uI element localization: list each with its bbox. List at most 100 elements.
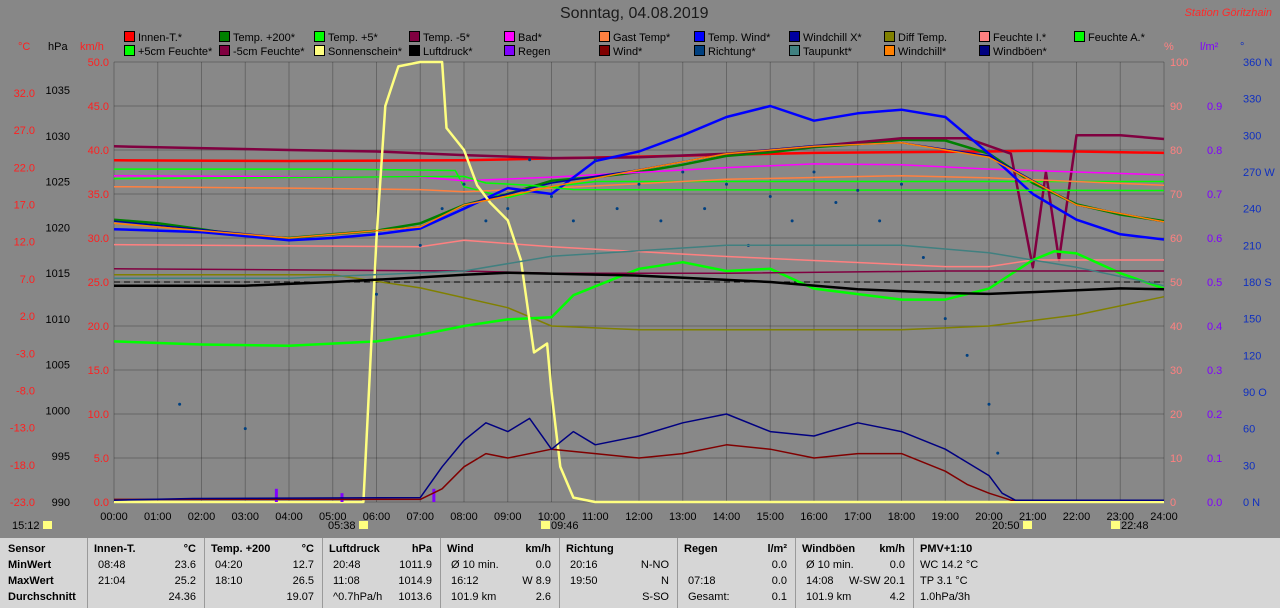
x-tick-label: 18:00 — [888, 511, 916, 523]
legend-swatch — [599, 31, 610, 42]
series-richtung-point — [878, 219, 882, 223]
x-tick-label: 01:00 — [144, 511, 172, 523]
y-tick-temp: -13.0 — [10, 423, 35, 435]
series-richtung-point — [965, 353, 969, 357]
stats-time: 08:48 — [98, 559, 126, 571]
x-tick-label: 04:00 — [275, 511, 303, 523]
stats-value: TP 3.1 °C — [920, 575, 968, 587]
y-tick-pressure: 1030 — [46, 131, 70, 143]
series-richtung-point — [659, 219, 663, 223]
y-tick-speed: 0.0 — [94, 497, 109, 509]
stats-unit: °C — [183, 543, 196, 555]
stats-value: 0.0 — [889, 559, 905, 571]
x-tick-label: 14:00 — [713, 511, 741, 523]
series-windchill-line — [113, 141, 1165, 239]
x-tick-label: 17:00 — [844, 511, 872, 523]
legend-label: Gast Temp* — [613, 32, 671, 44]
station-name: Station Göritzhain — [1184, 7, 1272, 19]
stats-header: Regen — [684, 543, 718, 555]
legend-item: Temp. -5* — [409, 31, 470, 44]
legend-swatch — [789, 45, 800, 56]
y-tick-rain: 0.0 — [1207, 497, 1222, 509]
stats-value: S-SO — [642, 591, 669, 603]
y-tick-direction: 60 — [1243, 424, 1255, 436]
y-tick-direction: 240 — [1243, 204, 1261, 216]
stats-value: 24.36 — [168, 591, 196, 603]
y-tick-temp: -18.0 — [10, 460, 35, 472]
stats-wind: Wind km/h Ø 10 min. 0.0 16:12 W 8.9 101.9 km 2.… — [441, 538, 560, 608]
legend-label: Temp. -5* — [423, 32, 471, 44]
y-tick-speed: 40.0 — [88, 145, 109, 157]
stats-header: Luftdruck — [329, 543, 380, 555]
stats-time: 16:12 — [451, 575, 479, 587]
y-tick-percent: 20 — [1170, 409, 1182, 421]
legend-label: Windchill* — [898, 46, 947, 58]
y-tick-temp: 32.0 — [14, 88, 35, 100]
sunrise-icon — [357, 520, 369, 530]
series-5cm-feuchte-line — [113, 249, 1165, 348]
stats-time: 101.9 km — [451, 591, 497, 603]
legend-label: Diff Temp. — [898, 32, 948, 44]
stats-time: 19:50 — [570, 575, 598, 587]
moonset-icon — [1110, 520, 1121, 530]
x-tick-label: 03:00 — [231, 511, 259, 523]
series-richtung-point — [571, 219, 575, 223]
legend-swatch — [409, 31, 420, 42]
series-temp-wind-line — [113, 104, 1165, 242]
series-5cm-feuchte-line — [113, 268, 1164, 274]
stats-innen: Innen-T. °C 08:48 23.6 21:04 25.2 24.36 — [88, 538, 205, 608]
y-tick-speed: 15.0 — [88, 365, 109, 377]
series-richtung-point — [921, 256, 925, 260]
series-luftdruck-line — [114, 271, 1165, 296]
stats-direction: Richtung 20:16 N-NO 19:50 N S-SO — [560, 538, 678, 608]
x-tick-label: 05:00 — [319, 511, 347, 523]
x-tick-label: 22:00 — [1063, 511, 1091, 523]
legend-label: Temp. +5* — [328, 32, 378, 44]
stats-header: Temp. +200 — [211, 543, 271, 555]
x-tick-label: 19:00 — [931, 511, 959, 523]
stats-time: 101.9 km — [806, 591, 852, 603]
weather-chart: 00:00 01:00 02:00 03:00 04:00 05:00 06:00 07:00… — [10, 57, 1275, 523]
legend-swatch — [884, 45, 895, 56]
stats-header: Wind — [447, 543, 474, 555]
stats-gust: Windböen km/h Ø 10 min. 0.0 14:08 W-SW 20.1 10… — [796, 538, 914, 608]
series-windb-en-line — [113, 413, 1164, 501]
y-tick-speed: 25.0 — [88, 277, 109, 289]
legend-item: Windchill* — [884, 45, 946, 58]
x-tick-label: 12:00 — [625, 511, 653, 523]
stats-value: 23.6 — [174, 559, 196, 571]
stats-value: 1.0hPa/3h — [920, 591, 971, 603]
stats-header: Richtung — [566, 543, 614, 555]
legend-label: Sonnenschein* — [328, 46, 403, 58]
y-tick-rain: 0.1 — [1207, 453, 1222, 465]
legend-item: Temp. Wind* — [694, 31, 770, 44]
y-tick-temp: 2.0 — [20, 311, 35, 323]
legend-swatch — [314, 45, 325, 56]
stats-value: 0.0 — [771, 575, 787, 587]
stats-time: Gesamt: — [688, 591, 730, 603]
y-tick-rain: 0.7 — [1207, 189, 1222, 201]
stats-temp: Temp. +200 °C 04:20 12.7 18:10 26.5 19.07 — [205, 538, 323, 608]
legend-item: Regen — [504, 45, 550, 58]
legend-label: Windböen* — [993, 46, 1047, 58]
series-regen-bar — [432, 488, 436, 502]
legend-swatch — [124, 45, 135, 56]
legend-item: Windchill X* — [789, 31, 862, 44]
legend-item: Diff Temp. — [884, 31, 947, 44]
x-tick-label: 11:00 — [582, 511, 609, 523]
axes: 00:00 01:00 02:00 03:00 04:00 05:00 06:00 07:00… — [10, 57, 1275, 523]
y-tick-percent: 30 — [1170, 365, 1182, 377]
stats-value: 2.6 — [535, 591, 551, 603]
moonset-time: 22:48 — [1108, 520, 1149, 532]
stats-time: Ø 10 min. — [451, 559, 499, 571]
legend-swatch — [314, 31, 325, 42]
legend-item: Taupunkt* — [789, 45, 852, 58]
stats-value: 25.2 — [174, 575, 196, 587]
series-richtung-point — [812, 170, 816, 174]
stats-value: N — [661, 575, 669, 587]
y-tick-rain: 0.5 — [1207, 277, 1222, 289]
stats-value: 19.07 — [286, 591, 314, 603]
x-tick-label: 24:00 — [1150, 511, 1178, 523]
series-feuchte-i-line — [113, 239, 1164, 268]
legend-swatch — [219, 45, 230, 56]
